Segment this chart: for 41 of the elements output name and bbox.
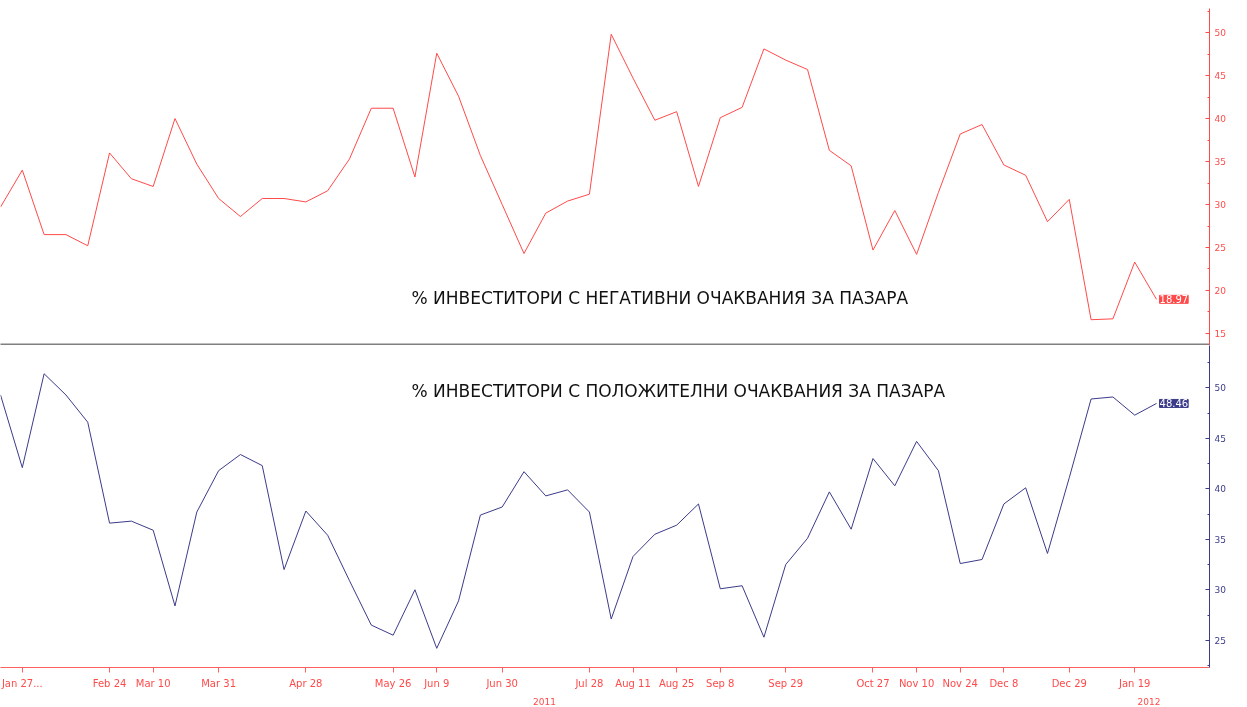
x-tick-label: Aug 25 [658, 677, 695, 689]
data-label: 48.46 [1159, 398, 1189, 410]
y-tick-label: 40 [1214, 484, 1227, 495]
line-series [0, 373, 1158, 649]
y-tick-label: 25 [1214, 635, 1226, 646]
x-tick-label: Oct 27 [856, 677, 890, 689]
x-tick-label: Jun 30 [485, 677, 518, 689]
y-tick-label: 50 [1214, 28, 1227, 39]
x-tick-label: Apr 28 [289, 677, 323, 689]
x-tick-label: Dec 29 [1051, 677, 1087, 689]
y-tick-label: 50 [1214, 383, 1227, 394]
x-tick-label: Sep 29 [768, 677, 804, 689]
y-tick-label: 30 [1214, 200, 1227, 211]
x-tick-label: Jun 9 [423, 677, 450, 689]
y-tick-label: 30 [1214, 585, 1227, 596]
y-tick-label: 20 [1214, 285, 1227, 296]
y-tick-label: 40 [1214, 114, 1227, 125]
x-tick-label: May 26 [374, 677, 412, 689]
x-tick-label: Feb 24 [92, 677, 127, 689]
y-tick-label: 45 [1214, 71, 1226, 82]
x-tick-label: Jan 27... [0, 677, 43, 689]
y-tick-label: 45 [1214, 433, 1226, 444]
line-series [0, 33, 1158, 321]
text: 2011 [533, 696, 556, 707]
x-tick-label: Mar 31 [201, 677, 237, 689]
y-tick-label: 15 [1214, 328, 1226, 339]
y-tick-label: 35 [1214, 157, 1226, 168]
text: 2012 [1137, 696, 1161, 707]
x-tick-label: Jan 19 [1118, 677, 1151, 689]
x-tick-label: Dec 8 [989, 677, 1019, 689]
data-label: 18.97 [1159, 294, 1189, 306]
x-tick-label: Nov 10 [898, 677, 935, 689]
x-tick-label: Sep 8 [706, 677, 735, 689]
x-tick-label: Mar 10 [135, 677, 171, 689]
x-tick-label: Aug 11 [615, 677, 651, 689]
x-tick-label: Nov 24 [942, 677, 978, 689]
text: % ИНВЕСТИТОРИ С НЕГАТИВНИ ОЧАКВАНИЯ ЗА ПАЗАРА [411, 288, 909, 309]
text: % ИНВЕСТИТОРИ С ПОЛОЖИТЕЛНИ ОЧАКВАНИЯ ЗА ПАЗАРА [411, 380, 946, 401]
x-tick-label: Jul 28 [574, 677, 604, 689]
y-tick-label: 35 [1214, 534, 1226, 545]
y-tick-label: 25 [1214, 242, 1226, 253]
